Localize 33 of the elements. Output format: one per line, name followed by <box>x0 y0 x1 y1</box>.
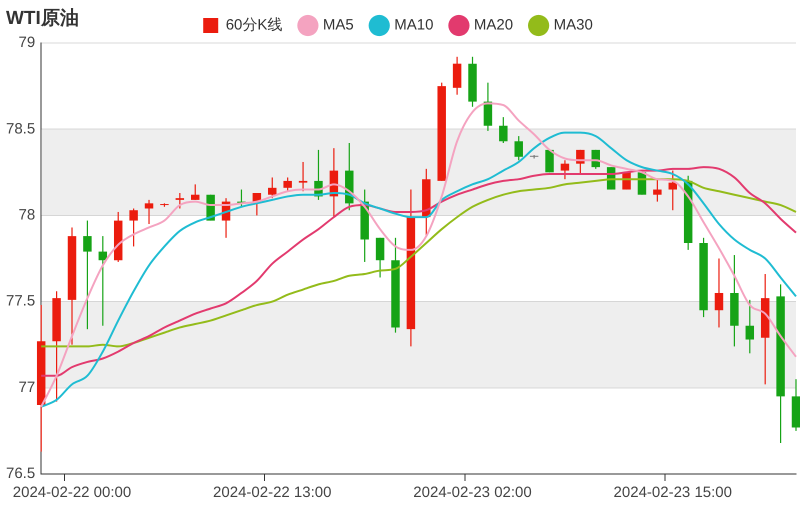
candlestick <box>714 258 724 328</box>
x-tick-label: 2024-02-23 02:00 <box>413 484 532 502</box>
candlestick <box>376 237 384 278</box>
candlestick <box>283 176 292 192</box>
candlestick <box>268 176 276 199</box>
legend-label: MA30 <box>554 16 593 34</box>
candlestick <box>83 220 92 330</box>
candlestick <box>176 192 184 210</box>
y-tick-label: 78.5 <box>6 120 36 138</box>
candlestick <box>98 235 108 326</box>
candlestick <box>144 199 154 225</box>
candlestick <box>653 178 662 202</box>
candlestick <box>191 184 200 200</box>
line-series <box>40 166 797 377</box>
y-tick-label: 79 <box>18 34 36 52</box>
x-tick-label: 2024-02-23 15:00 <box>614 484 732 502</box>
candlestick <box>746 299 754 354</box>
candlestick <box>514 135 523 161</box>
x-tick-label: 2024-02-22 13:00 <box>213 484 332 502</box>
legend-label: MA5 <box>322 16 354 34</box>
chart-title: WTI原油 <box>6 7 79 31</box>
y-tick-label: 77.5 <box>6 292 36 310</box>
legend-label: MA10 <box>394 16 434 34</box>
candlestick <box>560 160 570 180</box>
legend-label: MA20 <box>474 16 514 34</box>
legend-label: 60分K线 <box>226 16 282 34</box>
y-tick-label: 77 <box>18 378 36 396</box>
candlestick <box>499 116 508 144</box>
candlestick <box>668 170 678 211</box>
y-tick-label: 76.5 <box>6 465 36 482</box>
candlestick <box>129 208 138 248</box>
y-tick-label: 78 <box>18 206 36 224</box>
x-tick-label: 2024-02-22 00:00 <box>12 484 132 502</box>
